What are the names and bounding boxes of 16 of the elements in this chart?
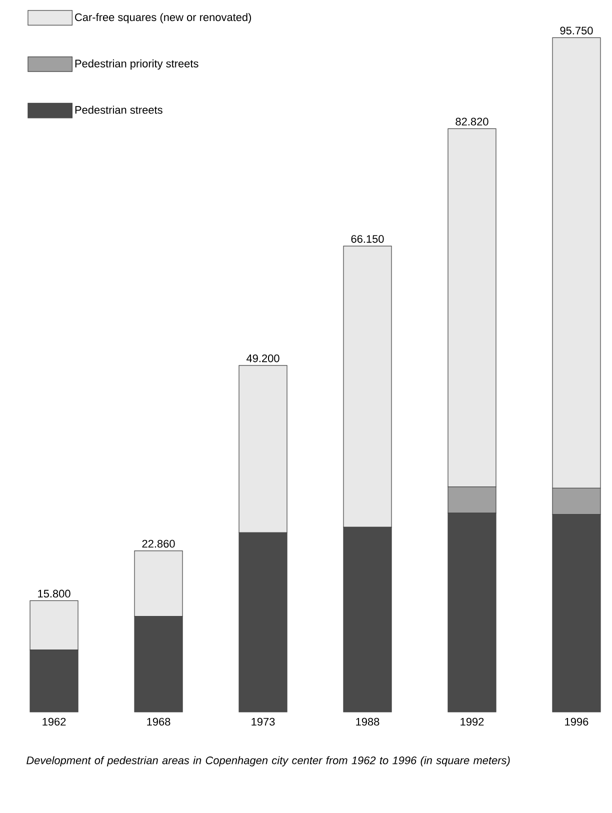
x-tick-label: 1992 (460, 718, 484, 726)
text: Development of pedestrian areas in Copenhagen city center from 1962 to 1996 (in square meters) (26, 756, 510, 766)
x-tick-label: 1973 (252, 718, 275, 726)
x-tick-label: 1962 (42, 718, 66, 726)
annotation: 22.860 (142, 540, 175, 548)
annotation: 82.820 (456, 118, 488, 126)
x-tick-label: 1968 (147, 718, 170, 726)
x-tick-label: 1996 (565, 718, 588, 726)
annotation: 15.800 (38, 590, 70, 598)
x-tick-label: 1988 (356, 718, 380, 726)
legend-label: Car-free squares (new or renovated) (75, 13, 252, 24)
legend-label: Pedestrian streets (75, 106, 162, 114)
legend-label: Pedestrian priority streets (75, 59, 198, 70)
annotation: 49.200 (246, 354, 280, 362)
annotation: 95.750 (560, 26, 593, 34)
annotation: 66.150 (351, 235, 384, 243)
